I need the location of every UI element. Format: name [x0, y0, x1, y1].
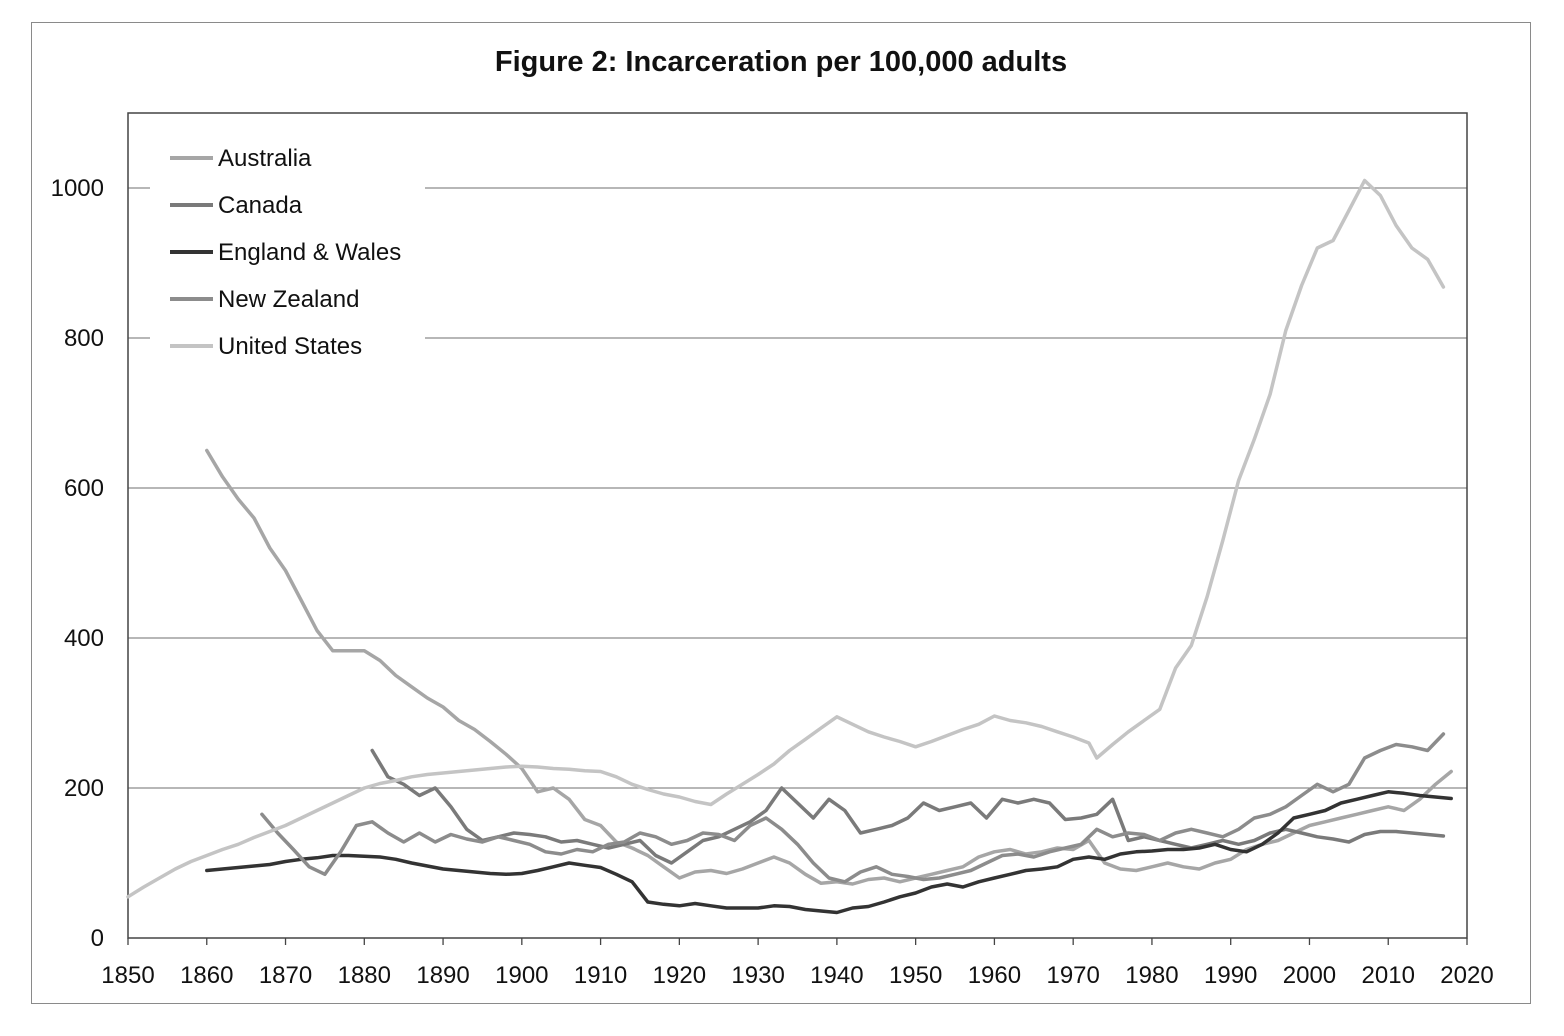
- x-tick-label: 1960: [968, 962, 1021, 989]
- series-line-new-zealand: [260, 732, 1446, 884]
- x-tick-label: 1870: [259, 962, 312, 989]
- x-tick-label: 1900: [495, 962, 548, 989]
- legend-label: United States: [218, 333, 362, 360]
- y-tick-label: 0: [91, 925, 104, 952]
- y-tick-label: 400: [64, 625, 104, 652]
- x-tick-label: 1930: [731, 962, 784, 989]
- legend: Australia Canada England & Wales New Zealan…: [150, 133, 425, 373]
- legend-label: Canada: [218, 192, 303, 219]
- x-tick-label: 1950: [889, 962, 942, 989]
- x-tick-label: 1970: [1046, 962, 1099, 989]
- x-tick-label: 1880: [338, 962, 391, 989]
- x-tick-label: 1980: [1125, 962, 1178, 989]
- y-axis: 0 200 400 600 800 1000: [51, 175, 104, 952]
- series-layer: [126, 178, 1453, 915]
- x-tick-label: 2020: [1440, 962, 1493, 989]
- x-tick-label: 2010: [1362, 962, 1415, 989]
- chart-title: Figure 2: Incarceration per 100,000 adul…: [495, 46, 1067, 78]
- legend-label: New Zealand: [218, 286, 359, 313]
- legend-label: Australia: [218, 145, 312, 172]
- series-line-canada: [370, 748, 1446, 865]
- x-tick-label: 1860: [180, 962, 233, 989]
- series-line-australia: [205, 448, 1453, 886]
- series-line-england-wales: [205, 790, 1453, 915]
- y-tick-label: 1000: [51, 175, 104, 202]
- y-tick-label: 600: [64, 475, 104, 502]
- y-tick-label: 200: [64, 775, 104, 802]
- x-tick-label: 2000: [1283, 962, 1336, 989]
- x-tick-label: 1990: [1204, 962, 1257, 989]
- series-line-united-states: [126, 178, 1446, 899]
- x-tick-label: 1920: [653, 962, 706, 989]
- plot-area: [127, 112, 1468, 939]
- x-tick-label: 1890: [416, 962, 469, 989]
- y-tick-label: 800: [64, 325, 104, 352]
- x-tick-label: 1940: [810, 962, 863, 989]
- x-tick-label: 1910: [574, 962, 627, 989]
- x-axis: 1850 1860 1870 1880 1890 1900 1910 1920 1930 1940…: [101, 938, 1494, 989]
- x-tick-label: 1850: [101, 962, 154, 989]
- legend-label: England & Wales: [218, 239, 401, 266]
